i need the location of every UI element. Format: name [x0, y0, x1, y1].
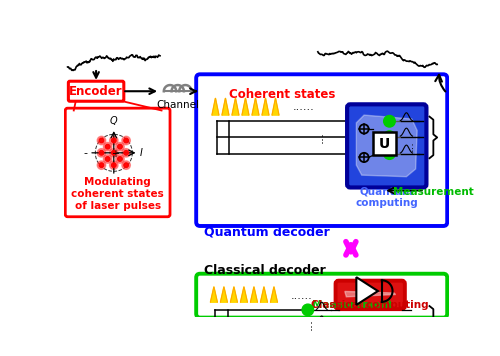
Circle shape — [112, 138, 116, 143]
Circle shape — [118, 145, 122, 149]
FancyArrowPatch shape — [436, 75, 446, 91]
Circle shape — [110, 161, 118, 169]
Text: ......: ...... — [292, 103, 314, 112]
Circle shape — [106, 145, 110, 149]
Polygon shape — [260, 287, 268, 302]
Circle shape — [384, 148, 395, 159]
Text: Modulating
coherent states
of laser pulses: Modulating coherent states of laser puls… — [72, 177, 164, 211]
FancyBboxPatch shape — [196, 74, 447, 226]
Polygon shape — [250, 287, 258, 302]
Polygon shape — [232, 98, 239, 115]
Polygon shape — [345, 292, 396, 297]
Text: Measurement: Measurement — [394, 187, 474, 197]
Text: Classical decoder: Classical decoder — [204, 264, 326, 277]
Circle shape — [118, 157, 122, 161]
Circle shape — [384, 115, 395, 127]
Text: Quantum
computing: Quantum computing — [356, 187, 418, 208]
Bar — [374, 132, 396, 155]
Circle shape — [110, 148, 118, 157]
Polygon shape — [356, 277, 378, 305]
Text: -: - — [84, 148, 87, 158]
Text: Classical computing: Classical computing — [312, 300, 429, 310]
Circle shape — [124, 138, 128, 143]
Circle shape — [124, 151, 128, 155]
Circle shape — [122, 136, 130, 145]
Text: Quantum decoder: Quantum decoder — [204, 226, 330, 239]
Circle shape — [116, 142, 124, 151]
Polygon shape — [242, 98, 249, 115]
Text: Q: Q — [110, 116, 118, 126]
Circle shape — [104, 155, 112, 163]
Circle shape — [97, 148, 106, 157]
Circle shape — [99, 151, 104, 155]
Polygon shape — [220, 287, 228, 302]
Polygon shape — [222, 98, 229, 115]
Circle shape — [110, 136, 118, 145]
FancyBboxPatch shape — [336, 281, 405, 309]
Circle shape — [384, 131, 395, 142]
Circle shape — [302, 332, 314, 344]
Circle shape — [302, 318, 314, 330]
Text: Coherent states: Coherent states — [230, 88, 336, 101]
Text: Measurement: Measurement — [312, 300, 392, 310]
Circle shape — [106, 157, 110, 161]
Circle shape — [122, 148, 130, 157]
Text: ...: ... — [302, 318, 314, 330]
Text: ...: ... — [313, 131, 326, 143]
Circle shape — [97, 161, 106, 169]
Polygon shape — [270, 287, 278, 302]
FancyBboxPatch shape — [66, 108, 170, 217]
Polygon shape — [262, 98, 269, 115]
Circle shape — [104, 142, 112, 151]
Circle shape — [122, 161, 130, 169]
Circle shape — [302, 304, 314, 316]
Circle shape — [99, 138, 104, 143]
Polygon shape — [252, 98, 259, 115]
Polygon shape — [230, 287, 237, 302]
Polygon shape — [210, 287, 218, 302]
FancyBboxPatch shape — [196, 274, 447, 318]
FancyBboxPatch shape — [347, 104, 426, 188]
Polygon shape — [212, 98, 219, 115]
Text: Encoder: Encoder — [70, 85, 123, 98]
Text: U: U — [379, 137, 390, 151]
Polygon shape — [272, 98, 279, 115]
Circle shape — [99, 163, 104, 167]
Circle shape — [112, 163, 116, 167]
Text: I: I — [140, 148, 143, 158]
Polygon shape — [240, 287, 248, 302]
Text: ...: ... — [404, 141, 414, 151]
FancyBboxPatch shape — [68, 81, 124, 101]
Polygon shape — [356, 115, 417, 177]
Circle shape — [97, 136, 106, 145]
Circle shape — [116, 155, 124, 163]
Circle shape — [112, 151, 116, 155]
Circle shape — [124, 163, 128, 167]
Text: +: + — [110, 148, 118, 159]
Text: ......: ...... — [291, 291, 312, 301]
Text: Channel: Channel — [156, 100, 199, 110]
